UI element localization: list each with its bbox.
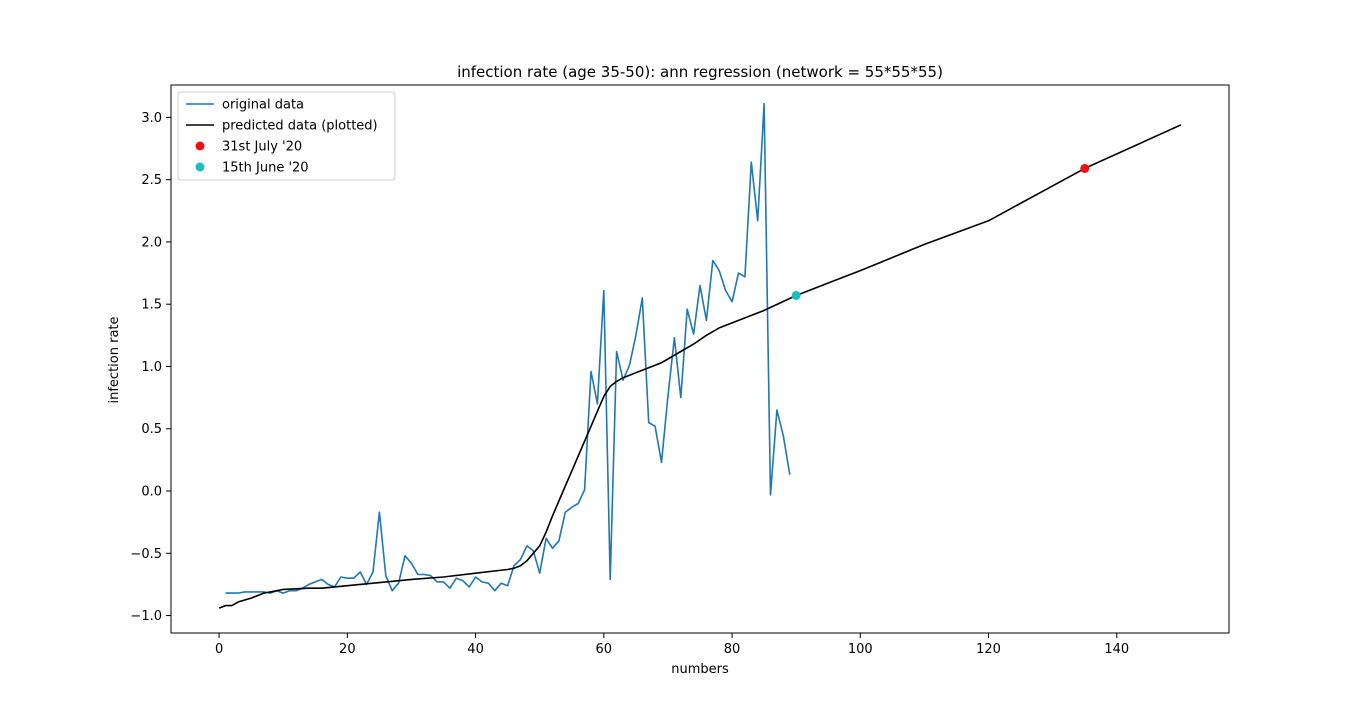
legend-label-2: 31st July '20 [222,140,302,155]
legend-label-3: 15th June '20 [222,161,309,176]
x-tick-label: 20 [339,642,356,657]
y-tick-label: 0.0 [141,485,162,500]
legend-box [177,91,396,181]
y-axis-label: infection rate [107,316,122,403]
y-axis: −1.0 −0.5 0.0 0.5 1.0 1.5 2.0 2.5 3.0 [130,111,171,624]
legend-swatch-3 [195,162,205,172]
legend-label-0: original data [222,98,304,113]
scatter-point-2-0 [1080,163,1090,173]
y-tick-label: 2.5 [141,173,162,188]
x-tick-label: 80 [724,642,741,657]
y-tick-label: 3.0 [141,111,162,126]
plot-area [170,84,1230,634]
x-tick-label: 140 [1104,642,1129,657]
x-tick-label: 0 [215,642,223,657]
series-line-0 [225,102,791,594]
chart-title: infection rate (age 35-50): ann regressi… [457,63,943,81]
x-tick-label: 100 [848,642,873,657]
scatter-point-3-0 [791,290,801,300]
x-tick-label: 40 [467,642,484,657]
x-axis-label: numbers [671,662,729,677]
legend-label-1: predicted data (plotted) [222,119,378,134]
legend-swatch-2 [195,141,205,151]
y-tick-label: −1.0 [130,609,162,624]
y-tick-label: 1.0 [141,360,162,375]
y-tick-label: 1.5 [141,298,162,313]
series-line-1 [218,124,1182,609]
plot-frame [170,84,1230,634]
x-axis: 0 20 40 60 80 100 120 140 [215,633,1129,657]
legend: original data predicted data (plotted) 31s… [177,91,396,181]
x-tick-label: 60 [596,642,613,657]
x-tick-label: 120 [976,642,1001,657]
y-tick-label: 0.5 [141,422,162,437]
y-tick-label: 2.0 [141,235,162,250]
y-tick-label: −0.5 [130,547,162,562]
